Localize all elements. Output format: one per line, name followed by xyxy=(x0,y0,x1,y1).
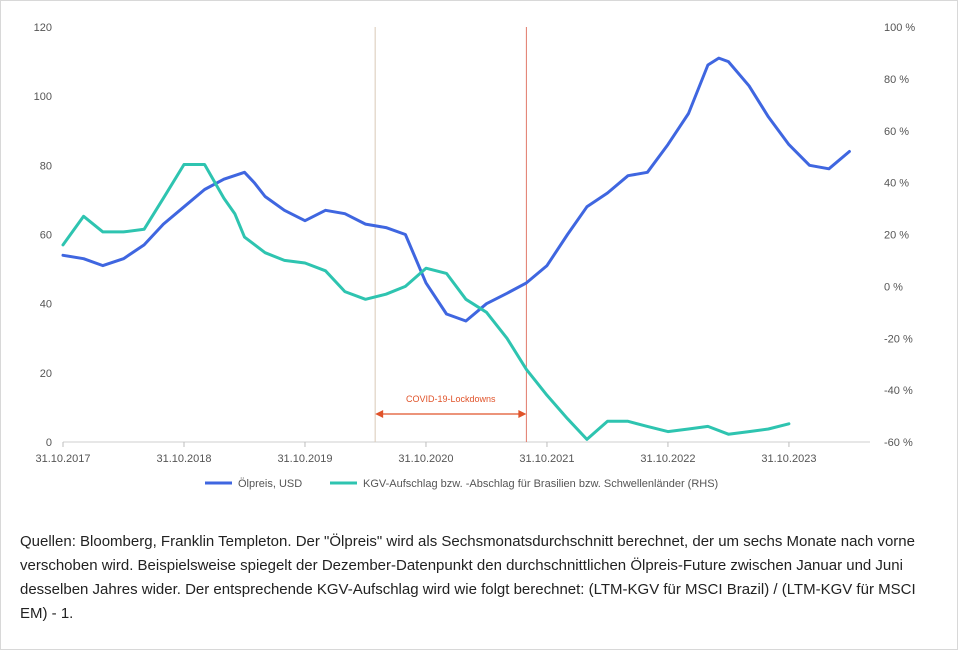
y-right-tick-label: -40 % xyxy=(884,385,913,397)
lockdown-markers: COVID-19-Lockdowns xyxy=(374,27,527,442)
x-tick-label: 31.10.2017 xyxy=(35,453,90,465)
y-right-tick-label: 40 % xyxy=(884,178,909,190)
y-right-tick-label: 100 % xyxy=(884,22,915,34)
oil-price-series-line xyxy=(61,56,851,323)
lockdown-arrow-right-head xyxy=(518,410,527,418)
lockdown-label: COVID-19-Lockdowns xyxy=(406,394,496,404)
legend-oil-label: Ölpreis, USD xyxy=(238,478,302,490)
y-right-tick-label: 0 % xyxy=(884,281,903,293)
x-tick-label: 31.10.2020 xyxy=(398,453,453,465)
legend: Ölpreis, USD KGV-Aufschlag bzw. -Abschlag… xyxy=(205,478,718,490)
x-tick-label: 31.10.2018 xyxy=(156,453,211,465)
y-left-tick-label: 80 xyxy=(40,160,52,172)
x-axis: 31.10.2017 31.10.2018 31.10.2019 31.10.2020… xyxy=(35,441,870,465)
x-tick-label: 31.10.2019 xyxy=(277,453,332,465)
x-tick-label: 31.10.2022 xyxy=(640,453,695,465)
x-tick-label: 31.10.2021 xyxy=(519,453,574,465)
legend-pe-label: KGV-Aufschlag bzw. -Abschlag für Brasili… xyxy=(363,478,718,490)
y-left-tick-label: 120 xyxy=(34,22,52,34)
source-caption: Quellen: Bloomberg, Franklin Templeton. … xyxy=(20,533,916,622)
y-left-tick-label: 0 xyxy=(46,437,52,449)
y-left-tick-label: 20 xyxy=(40,368,52,380)
y-right-tick-label: 80 % xyxy=(884,74,909,86)
pe-premium-series-line xyxy=(61,163,791,441)
oil-price-pe-chart: 0 20 40 60 80 100 120 -60 % -40 % -20 % 0 % 20 % 40… xyxy=(34,22,916,490)
x-tick-label: 31.10.2023 xyxy=(761,453,816,465)
series-layer xyxy=(61,56,851,441)
y-left-tick-label: 40 xyxy=(40,299,52,311)
y-right-tick-label: -20 % xyxy=(884,333,913,345)
y-right-tick-label: 60 % xyxy=(884,126,909,138)
y-left-tick-label: 60 xyxy=(40,230,52,242)
y-right-tick-label: 20 % xyxy=(884,230,909,242)
lockdown-arrow-left-head xyxy=(375,410,384,418)
y-right-tick-label: -60 % xyxy=(884,437,913,449)
left-axis: 0 20 40 60 80 100 120 xyxy=(34,22,52,449)
y-left-tick-label: 100 xyxy=(34,91,52,103)
right-axis: -60 % -40 % -20 % 0 % 20 % 40 % 60 % 80 % 100 % xyxy=(884,22,915,449)
